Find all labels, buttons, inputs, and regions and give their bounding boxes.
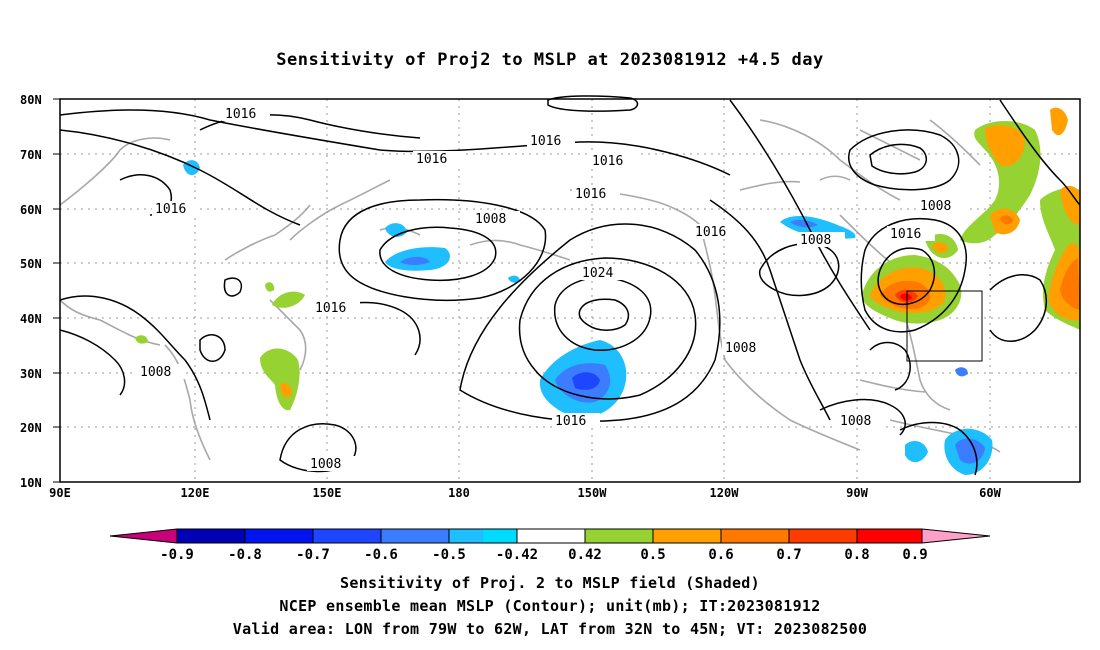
lat-label: 50N	[20, 257, 42, 271]
colorbar-cell	[789, 529, 857, 543]
valid-area-box	[906, 290, 983, 362]
colorbar-label: 0.5	[640, 547, 665, 563]
contour-label: 1008	[475, 212, 506, 227]
colorbar-label: 0.8	[844, 547, 869, 563]
lon-label: 90W	[846, 486, 868, 500]
colorbar-cell	[517, 529, 585, 543]
contour-label: 1016	[555, 414, 586, 429]
map-frame	[59, 98, 1081, 483]
colorbar-label: -0.7	[296, 547, 330, 563]
contour-label: 1024	[582, 266, 613, 281]
caption-line-2: NCEP ensemble mean MSLP (Contour); unit(…	[279, 597, 821, 615]
mslp-contours	[59, 95, 1081, 476]
lat-label: 40N	[20, 312, 42, 326]
colorbar-cell	[245, 529, 313, 543]
caption-line-3: Valid area: LON from 79W to 62W, LAT fro…	[232, 620, 868, 638]
lat-label: 20N	[20, 421, 42, 435]
colorbar-label: -0.42	[496, 547, 538, 563]
contour-label: 1008	[840, 414, 871, 429]
contour-label: 1008	[310, 457, 341, 472]
lat-label: 80N	[20, 93, 42, 107]
contour-label: 1008	[920, 199, 951, 214]
contour-label: 1016	[416, 152, 447, 167]
lon-label: 150E	[313, 486, 342, 500]
colorbar-label: 0.7	[776, 547, 801, 563]
colorbar-cell	[721, 529, 789, 543]
contour-label: 1016	[155, 202, 186, 217]
colorbar-cell	[110, 529, 177, 543]
lon-label: 90E	[49, 486, 71, 500]
contour-label: 1016	[575, 187, 606, 202]
contour-label: 1016	[890, 227, 921, 242]
colorbar-cell	[857, 529, 922, 543]
colorbar-label: 0.42	[568, 547, 602, 563]
colorbar-label: -0.9	[160, 547, 194, 563]
colorbar-cell	[177, 529, 245, 543]
colorbar-label: 0.6	[708, 547, 733, 563]
colorbar-cell	[653, 529, 721, 543]
colorbar-cell	[585, 529, 653, 543]
colorbar-cell	[483, 529, 517, 543]
contour-label: 1008	[140, 365, 171, 380]
lon-label: 120W	[710, 486, 740, 500]
contour-labels: 1016 1016 1016 1016 1016 1008 1016 1016 …	[137, 106, 965, 472]
contour-label: 1016	[530, 134, 561, 149]
contour-label: 1016	[315, 301, 346, 316]
colorbar-label: 0.9	[902, 547, 927, 563]
contour-label: 1016	[592, 154, 623, 169]
lat-label: 10N	[20, 476, 42, 490]
colorbar-cell	[449, 529, 483, 543]
contour-label: 1016	[225, 107, 256, 122]
colorbar-cell	[381, 529, 449, 543]
colorbar-cell	[313, 529, 381, 543]
colorbar: -0.9 -0.8 -0.7 -0.6 -0.5 -0.42 0.42 0.5 …	[109, 528, 991, 563]
lon-label: 60W	[979, 486, 1001, 500]
caption-line-1: Sensitivity of Proj. 2 to MSLP field (Sh…	[340, 574, 760, 592]
lat-label: 30N	[20, 367, 42, 381]
colorbar-label: -0.5	[432, 547, 466, 563]
lon-label: 120E	[181, 486, 210, 500]
colorbar-cell	[922, 529, 990, 543]
lon-label: 180	[448, 486, 470, 500]
map-panel: 1016 1016 1016 1016 1016 1008 1016 1016 …	[59, 95, 1081, 483]
contour-label: 1008	[800, 233, 831, 248]
lat-label: 60N	[20, 203, 42, 217]
lat-label: 70N	[20, 148, 42, 162]
lon-label: 150W	[578, 486, 608, 500]
contour-label: 1008	[725, 341, 756, 356]
map-title: Sensitivity of Proj2 to MSLP at 20230819…	[276, 50, 824, 70]
colorbar-label: -0.8	[228, 547, 262, 563]
contour-label: 1016	[695, 225, 726, 240]
latitude-labels: 80N 70N 60N 50N 40N 30N 20N 10N	[20, 93, 60, 490]
colorbar-label: -0.6	[364, 547, 398, 563]
longitude-labels: 90E 120E 150E 180 150W 120W 90W 60W	[49, 486, 1001, 500]
